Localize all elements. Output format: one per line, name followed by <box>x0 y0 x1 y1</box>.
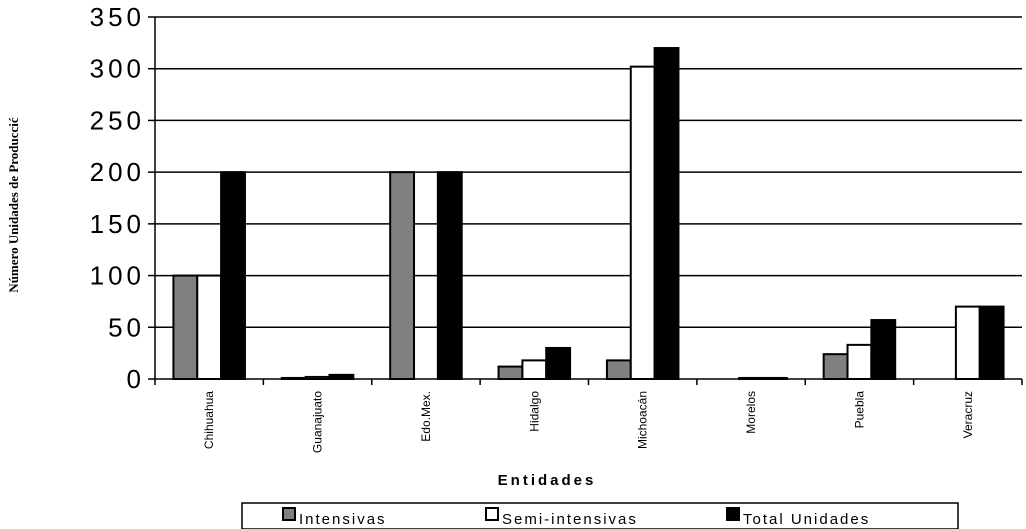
y-tick-label: 200 <box>90 157 145 187</box>
y-tick-label: 350 <box>90 2 145 32</box>
legend-label-semi-intensivas: Semi-intensivas <box>502 511 638 528</box>
y-tick-label: 50 <box>108 312 145 342</box>
legend-swatch-total-unidades <box>726 507 740 521</box>
legend-label-intensivas: Intensivas <box>299 511 387 528</box>
y-tick-label: 0 <box>127 364 145 394</box>
bar-intensivas <box>497 365 524 380</box>
bar-semi-intensivas <box>629 65 656 380</box>
x-tick-label: Hidalgo <box>527 391 541 432</box>
bar-total-unidades <box>545 346 572 381</box>
bar-total-unidades <box>653 47 680 381</box>
bar-intensivas <box>605 359 632 380</box>
bar-intensivas <box>389 171 416 380</box>
y-axis-label: Número Unidades de Produccić <box>6 117 21 293</box>
x-axis-label: Entidades <box>498 472 597 489</box>
x-tick-label: Morelos <box>744 391 758 434</box>
x-tick-label: Chihuahua <box>202 391 216 449</box>
bar-semi-intensivas <box>954 305 981 381</box>
bar-semi-intensivas <box>521 359 548 380</box>
y-tick-label: 150 <box>90 209 145 239</box>
bar-total-unidades <box>978 305 1005 381</box>
bar-semi-intensivas <box>196 274 223 381</box>
x-tick-label: Edo.Mex. <box>419 391 433 442</box>
legend-swatch-intensivas <box>282 507 296 521</box>
x-tick-label: Michoacán <box>636 391 650 449</box>
x-tick-label: Veracruz <box>961 391 975 438</box>
bar-total-unidades <box>220 171 246 380</box>
bar-intensivas <box>172 274 199 381</box>
legend-box <box>241 502 959 529</box>
bar-intensivas <box>822 353 849 381</box>
legend-label-total-unidades: Total Unidades <box>743 511 870 528</box>
y-tick-label: 250 <box>90 105 145 135</box>
x-axis-ticks: Chihuahua Guanajuato Edo.Mex. Hidalgo Michoa… <box>154 379 1023 453</box>
y-tick-label: 100 <box>90 261 145 291</box>
x-tick-label: Guanajuato <box>311 391 325 453</box>
gridlines <box>155 16 1022 329</box>
bar-semi-intensivas <box>846 343 873 380</box>
legend-swatch-semi-intensivas <box>485 507 499 521</box>
y-tick-label: 300 <box>90 54 145 84</box>
bar-total-unidades <box>870 319 897 380</box>
bar-total-unidades <box>436 171 463 380</box>
bars <box>172 47 1005 381</box>
y-axis-ticks: 0 50 100 150 200 250 300 350 <box>90 2 155 394</box>
x-tick-label: Puebla <box>852 391 866 429</box>
legend: Intensivas Semi-intensivas Total Unidades <box>241 502 959 529</box>
